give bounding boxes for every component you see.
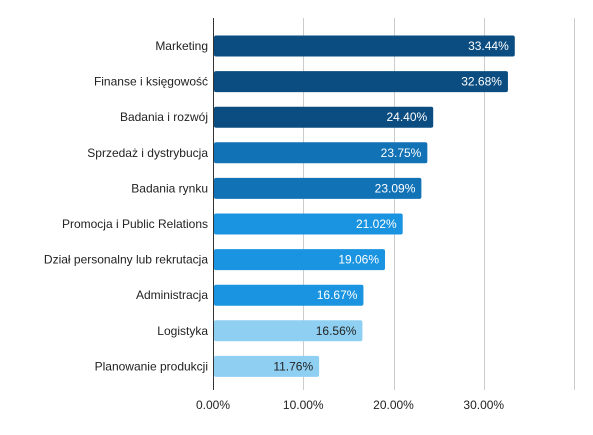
bar — [214, 142, 428, 164]
category-labels: Marketing Finanse i księgowość Badania i r… — [44, 39, 208, 373]
value-label: 11.76% — [273, 359, 313, 373]
value-label: 16.67% — [317, 288, 358, 302]
category-label: Administracja — [136, 288, 208, 302]
category-label: Dział personalny lub rekrutacja — [44, 253, 208, 267]
bar — [214, 355, 320, 377]
category-label: Promocja i Public Relations — [62, 217, 208, 231]
x-axis-ticks: 0.00% 10.00% 20.00% 30.00% — [196, 398, 504, 412]
value-label: 32.68% — [461, 75, 502, 89]
value-label: 33.44% — [468, 39, 509, 53]
value-label: 16.56% — [316, 324, 357, 338]
bar — [214, 35, 515, 57]
value-label: 21.02% — [356, 217, 397, 231]
bar — [214, 284, 364, 306]
bar — [214, 71, 508, 93]
x-tick-label: 30.00% — [463, 398, 504, 412]
value-label: 23.09% — [375, 181, 416, 195]
x-tick-label: 0.00% — [196, 398, 230, 412]
value-labels: 33.44% 32.68% 24.40% 23.75% 23.09% 21.02% 19.0… — [273, 39, 509, 373]
x-tick-label: 10.00% — [283, 398, 324, 412]
bar — [214, 177, 422, 199]
category-label: Finanse i księgowość — [94, 75, 208, 89]
category-label: Logistyka — [157, 324, 208, 338]
category-label: Planowanie produkcji — [95, 359, 208, 373]
bar — [214, 249, 386, 271]
category-label: Badania i rozwój — [120, 110, 208, 124]
bars — [214, 35, 515, 377]
category-label: Sprzedaż i dystrybucja — [87, 146, 208, 160]
value-label: 19.06% — [338, 253, 379, 267]
category-label: Marketing — [155, 39, 208, 53]
bar — [214, 106, 434, 128]
category-label: Badania rynku — [131, 181, 208, 195]
value-label: 24.40% — [387, 110, 428, 124]
bar — [214, 213, 403, 235]
x-tick-label: 20.00% — [373, 398, 414, 412]
value-label: 23.75% — [381, 146, 422, 160]
bar — [214, 320, 363, 342]
